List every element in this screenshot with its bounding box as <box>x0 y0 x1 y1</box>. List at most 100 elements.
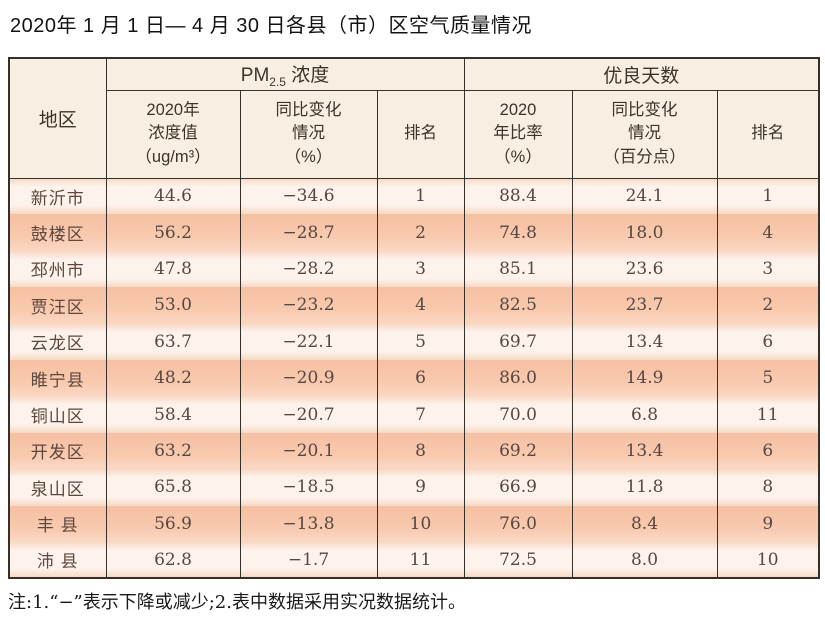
pm-value-cell: 56.2 <box>105 214 241 251</box>
good-change-cell: 24.1 <box>571 178 718 215</box>
good-ratio-cell: 76.0 <box>463 505 573 542</box>
pm-value-cell: 56.9 <box>105 505 241 542</box>
good-change-cell: 14.9 <box>571 359 718 397</box>
table-body: 新沂市 44.6 −34.6 1 88.4 24.1 1 鼓楼区 56.2 −2… <box>8 178 820 579</box>
table-footnote: 注:1.“−”表示下降或减少;2.表中数据采用实况数据统计。 <box>8 592 466 613</box>
pm-value-cell: 47.8 <box>105 250 241 288</box>
region-header-cell: 地区 <box>8 58 107 179</box>
pm-change-column-header: 同比变化 情况 （%） <box>239 90 378 179</box>
group-header-row: 地区 PM2.5 浓度 优良天数 <box>8 58 820 179</box>
pm25-label-suffix: 浓度 <box>285 64 330 86</box>
table-header: 地区 PM2.5 浓度 优良天数 2020年 浓度值 （ug/m³） 同比变化 … <box>8 58 820 179</box>
good-ratio-cell: 88.4 <box>463 178 573 215</box>
pm-change-cell: −34.6 <box>239 178 378 215</box>
good-change-cell: 23.7 <box>571 287 718 324</box>
pm-rank-cell: 2 <box>376 214 465 251</box>
pm25-label-subscript: 2.5 <box>269 74 286 89</box>
good-ratio-cell: 82.5 <box>463 287 573 324</box>
good-change-column-header: 同比变化 情况 （百分点） <box>571 90 718 179</box>
pm-rank-cell: 1 <box>376 178 465 215</box>
good-ratio-cell: 72.5 <box>463 541 573 579</box>
pm-rank-cell: 4 <box>376 287 465 324</box>
good-rank-cell: 5 <box>716 359 820 397</box>
pm-change-cell: −20.9 <box>239 359 378 397</box>
table-row: 丰 县 56.9 −13.8 10 76.0 8.4 9 <box>8 505 820 542</box>
pm-rank-column-header: 排名 <box>376 90 465 179</box>
pm-rank-cell: 11 <box>376 541 465 579</box>
good-ratio-cell: 66.9 <box>463 469 573 506</box>
table-row: 开发区 63.2 −20.1 8 69.2 13.4 6 <box>8 432 820 470</box>
good-ratio-cell: 74.8 <box>463 214 573 251</box>
good-ratio-cell: 69.2 <box>463 432 573 470</box>
good-change-cell: 13.4 <box>571 432 718 470</box>
pm-change-cell: −22.1 <box>239 323 378 360</box>
region-cell: 睢宁县 <box>8 359 107 397</box>
good-change-cell: 11.8 <box>571 469 718 506</box>
pm-value-cell: 65.8 <box>105 469 241 506</box>
good-rank-cell: 4 <box>716 214 820 251</box>
good-rank-cell: 6 <box>716 432 820 470</box>
pm-value-column-header: 2020年 浓度值 （ug/m³） <box>105 90 241 179</box>
good-rank-cell: 1 <box>716 178 820 215</box>
good-ratio-column-header: 2020 年比率 （%） <box>463 90 573 179</box>
region-cell: 云龙区 <box>8 323 107 360</box>
good-rank-cell: 11 <box>716 396 820 433</box>
region-cell: 泉山区 <box>8 469 107 506</box>
good-change-cell: 8.0 <box>571 541 718 579</box>
pm-change-cell: −28.2 <box>239 250 378 288</box>
pm-rank-cell: 10 <box>376 505 465 542</box>
pm-rank-cell: 9 <box>376 469 465 506</box>
pm-rank-cell: 7 <box>376 396 465 433</box>
pm-change-cell: −1.7 <box>239 541 378 579</box>
good-change-cell: 23.6 <box>571 250 718 288</box>
region-cell: 铜山区 <box>8 396 107 433</box>
good-rank-cell: 6 <box>716 323 820 360</box>
table-row: 邳州市 47.8 −28.2 3 85.1 23.6 3 <box>8 250 820 288</box>
region-cell: 邳州市 <box>8 250 107 288</box>
pm-change-cell: −23.2 <box>239 287 378 324</box>
pm-value-cell: 44.6 <box>105 178 241 215</box>
pm-change-cell: −20.7 <box>239 396 378 433</box>
good-rank-cell: 10 <box>716 541 820 579</box>
good-ratio-cell: 86.0 <box>463 359 573 397</box>
pm-rank-cell: 6 <box>376 359 465 397</box>
sub-header-row: 2020年 浓度值 （ug/m³） 同比变化 情况 （%） 排名 2020 年比… <box>9 90 820 179</box>
table-row: 睢宁县 48.2 −20.9 6 86.0 14.9 5 <box>8 359 820 397</box>
air-quality-table: 地区 PM2.5 浓度 优良天数 2020年 浓度值 （ug/m³） 同比变化 … <box>8 57 820 580</box>
region-cell: 贾汪区 <box>8 287 107 324</box>
pm25-group-header: PM2.5 浓度 <box>105 58 465 91</box>
region-cell: 丰 县 <box>8 505 107 542</box>
good-change-cell: 8.4 <box>571 505 718 542</box>
pm-change-cell: −28.7 <box>239 214 378 251</box>
pm-change-cell: −18.5 <box>239 469 378 506</box>
table-row: 贾汪区 53.0 −23.2 4 82.5 23.7 2 <box>8 287 820 324</box>
pm-value-cell: 62.8 <box>105 541 241 579</box>
good-change-cell: 6.8 <box>571 396 718 433</box>
pm-rank-cell: 8 <box>376 432 465 470</box>
pm-value-cell: 63.7 <box>105 323 241 360</box>
table-row: 泉山区 65.8 −18.5 9 66.9 11.8 8 <box>8 469 820 506</box>
good-change-cell: 18.0 <box>571 214 718 251</box>
pm-value-cell: 63.2 <box>105 432 241 470</box>
table-row: 鼓楼区 56.2 −28.7 2 74.8 18.0 4 <box>8 214 820 251</box>
table-row: 铜山区 58.4 −20.7 7 70.0 6.8 11 <box>8 396 820 433</box>
good-days-group-header: 优良天数 <box>463 58 820 91</box>
region-cell: 新沂市 <box>8 178 107 215</box>
pm25-label-prefix: PM <box>240 64 270 86</box>
good-rank-cell: 2 <box>716 287 820 324</box>
good-change-cell: 13.4 <box>571 323 718 360</box>
good-rank-cell: 8 <box>716 469 820 506</box>
pm-value-cell: 48.2 <box>105 359 241 397</box>
pm-value-cell: 53.0 <box>105 287 241 324</box>
region-cell: 开发区 <box>8 432 107 470</box>
region-cell: 沛 县 <box>8 541 107 579</box>
pm-rank-cell: 3 <box>376 250 465 288</box>
good-rank-column-header: 排名 <box>716 90 820 179</box>
pm-change-cell: −20.1 <box>239 432 378 470</box>
good-rank-cell: 9 <box>716 505 820 542</box>
good-ratio-cell: 69.7 <box>463 323 573 360</box>
table-row: 云龙区 63.7 −22.1 5 69.7 13.4 6 <box>8 323 820 360</box>
pm-change-cell: −13.8 <box>239 505 378 542</box>
table-row: 沛 县 62.8 −1.7 11 72.5 8.0 10 <box>8 541 820 579</box>
